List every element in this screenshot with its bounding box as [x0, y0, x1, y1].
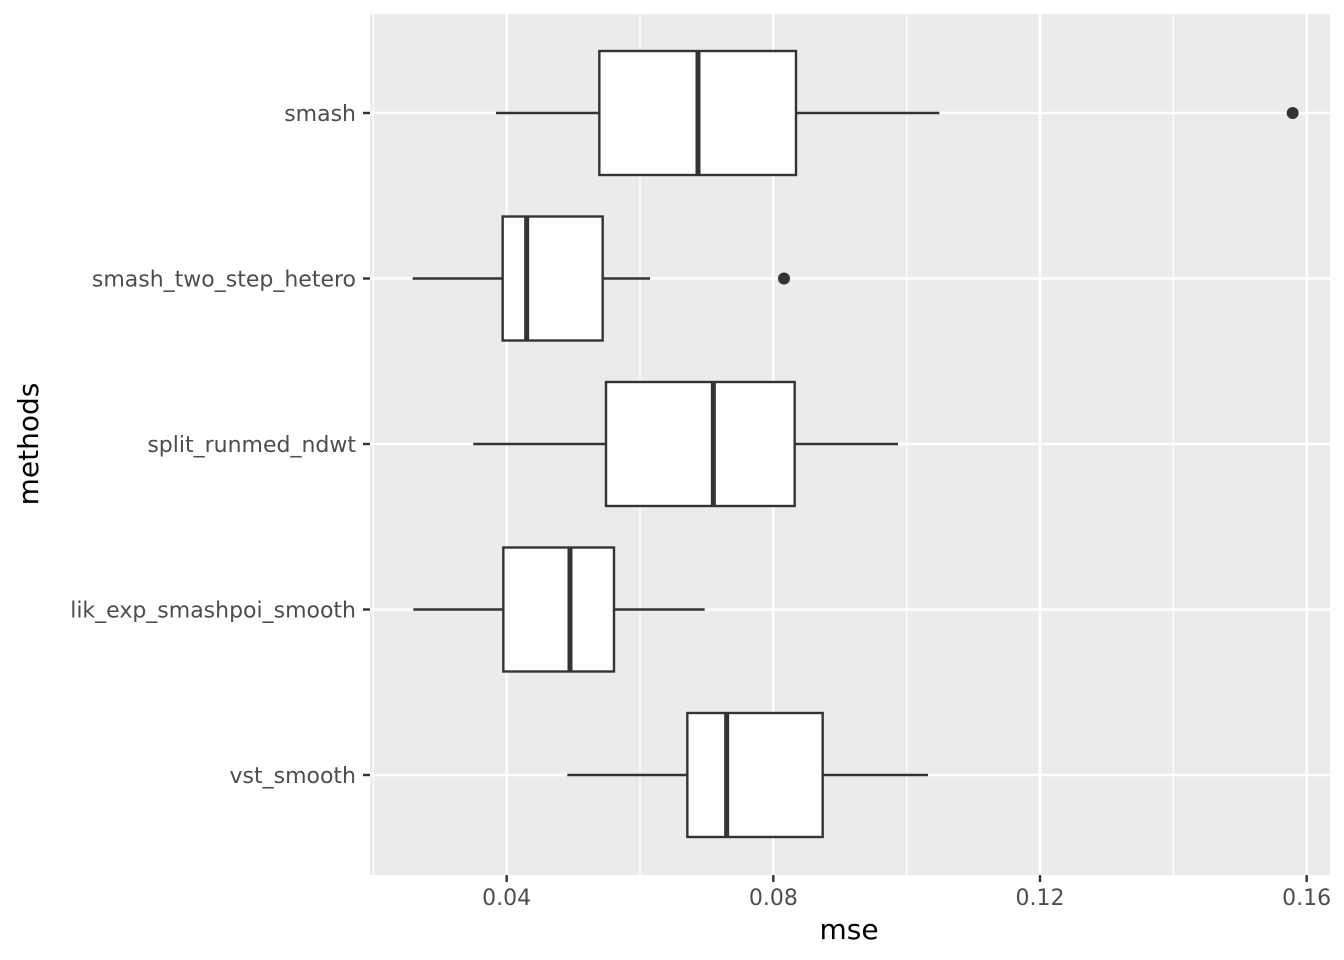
x-tick-label: 0.04 [482, 886, 531, 911]
boxplot-group [473, 380, 898, 508]
x-tick-label: 0.08 [749, 886, 798, 911]
boxes-layer [412, 49, 1299, 839]
x-tick-label: 0.12 [1016, 886, 1065, 911]
y-tick-label: smash [284, 102, 356, 127]
iqr-box [686, 711, 824, 839]
outlier-point [1286, 107, 1299, 119]
y-tick-label: vst_smooth [230, 764, 357, 789]
y-tick-label: lik_exp_smashpoi_smooth [70, 599, 356, 624]
x-tick-label: 0.16 [1282, 886, 1331, 911]
y-tick-label: split_runmed_ndwt [147, 433, 356, 458]
outlier-point [778, 272, 790, 285]
y-axis-title: methods [12, 383, 45, 506]
y-tick-label: smash_two_step_hetero [92, 268, 356, 293]
x-axis: 0.04 0.08 0.12 0.16 [482, 875, 1331, 911]
boxplot-group [412, 215, 790, 342]
boxplot-group [413, 546, 705, 673]
y-axis: smash smash_two_step_hetero split_runmed_n… [70, 102, 370, 789]
iqr-box [501, 215, 604, 342]
boxplot-group [567, 711, 928, 839]
boxplot-group [496, 49, 1299, 177]
x-axis-title: mse [819, 913, 878, 946]
iqr-box [604, 380, 796, 508]
iqr-box [502, 546, 616, 673]
